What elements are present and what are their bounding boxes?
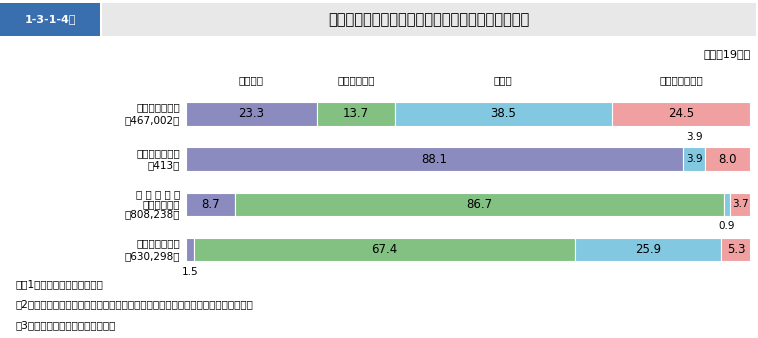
Text: 家庭裁判所送致: 家庭裁判所送致 — [659, 76, 703, 86]
Text: 86.7: 86.7 — [467, 198, 493, 211]
Bar — [0, 3, 100, 36]
Text: 略式命令請求: 略式命令請求 — [337, 76, 374, 86]
Bar — [186, 147, 683, 171]
Bar — [235, 193, 725, 216]
Text: 23.3: 23.3 — [239, 107, 265, 120]
Bar — [186, 193, 235, 216]
Text: 道　交　違　反: 道 交 違 反 — [136, 238, 180, 248]
Text: 過失致死傷等: 過失致死傷等 — [143, 199, 180, 209]
Text: 交通事件の検察庁終局処理人員の処理区分別構成比: 交通事件の検察庁終局処理人員の処理区分別構成比 — [328, 12, 530, 27]
Bar — [395, 102, 612, 126]
Bar — [705, 147, 750, 171]
Bar — [721, 238, 751, 261]
Text: 危険運転致死傷: 危険運転致死傷 — [136, 148, 180, 158]
Bar — [186, 238, 194, 261]
Bar — [725, 193, 729, 216]
Bar — [194, 238, 575, 261]
Bar — [102, 3, 756, 36]
Bar — [612, 102, 750, 126]
Text: 不起訴: 不起訴 — [494, 76, 512, 86]
Text: 2「一般事件」とは，交通事件を除く刑法犯及び特別法犯に係る被疑事件をいう。: 2「一般事件」とは，交通事件を除く刑法犯及び特別法犯に係る被疑事件をいう。 — [15, 299, 253, 309]
Text: 注　1　検察統計年報による。: 注 1 検察統計年報による。 — [15, 279, 103, 289]
Text: 8.7: 8.7 — [201, 198, 220, 211]
Text: 38.5: 38.5 — [490, 107, 516, 120]
Text: 25.9: 25.9 — [635, 243, 661, 256]
Text: （467,002）: （467,002） — [125, 115, 180, 125]
Text: 3.9: 3.9 — [686, 132, 703, 142]
Text: 公判請求: 公判請求 — [239, 76, 264, 86]
Bar — [683, 147, 705, 171]
Text: 5.3: 5.3 — [727, 243, 745, 256]
Text: （平成19年）: （平成19年） — [703, 49, 750, 59]
Text: 0.9: 0.9 — [719, 221, 735, 232]
Text: 3　（　）内は，実人員である。: 3 （ ）内は，実人員である。 — [15, 320, 115, 330]
Text: （413）: （413） — [148, 161, 180, 170]
Text: 8.0: 8.0 — [719, 152, 737, 166]
Text: 3.9: 3.9 — [686, 154, 703, 164]
Text: （630,298）: （630,298） — [124, 251, 180, 261]
Text: 88.1: 88.1 — [421, 152, 447, 166]
Bar — [186, 102, 318, 126]
Bar — [318, 102, 395, 126]
Text: 一　般　事　件: 一 般 事 件 — [136, 102, 180, 113]
Bar — [575, 238, 721, 261]
Text: 3.7: 3.7 — [731, 199, 748, 209]
Text: 自 動 車 運 転: 自 動 車 運 転 — [136, 189, 180, 199]
Text: 13.7: 13.7 — [343, 107, 369, 120]
Text: （808,238）: （808,238） — [124, 209, 180, 219]
Text: 1-3-1-4図: 1-3-1-4図 — [24, 15, 76, 24]
Text: 1.5: 1.5 — [182, 267, 199, 277]
Bar — [729, 193, 750, 216]
Text: 67.4: 67.4 — [371, 243, 398, 256]
Text: 24.5: 24.5 — [669, 107, 694, 120]
